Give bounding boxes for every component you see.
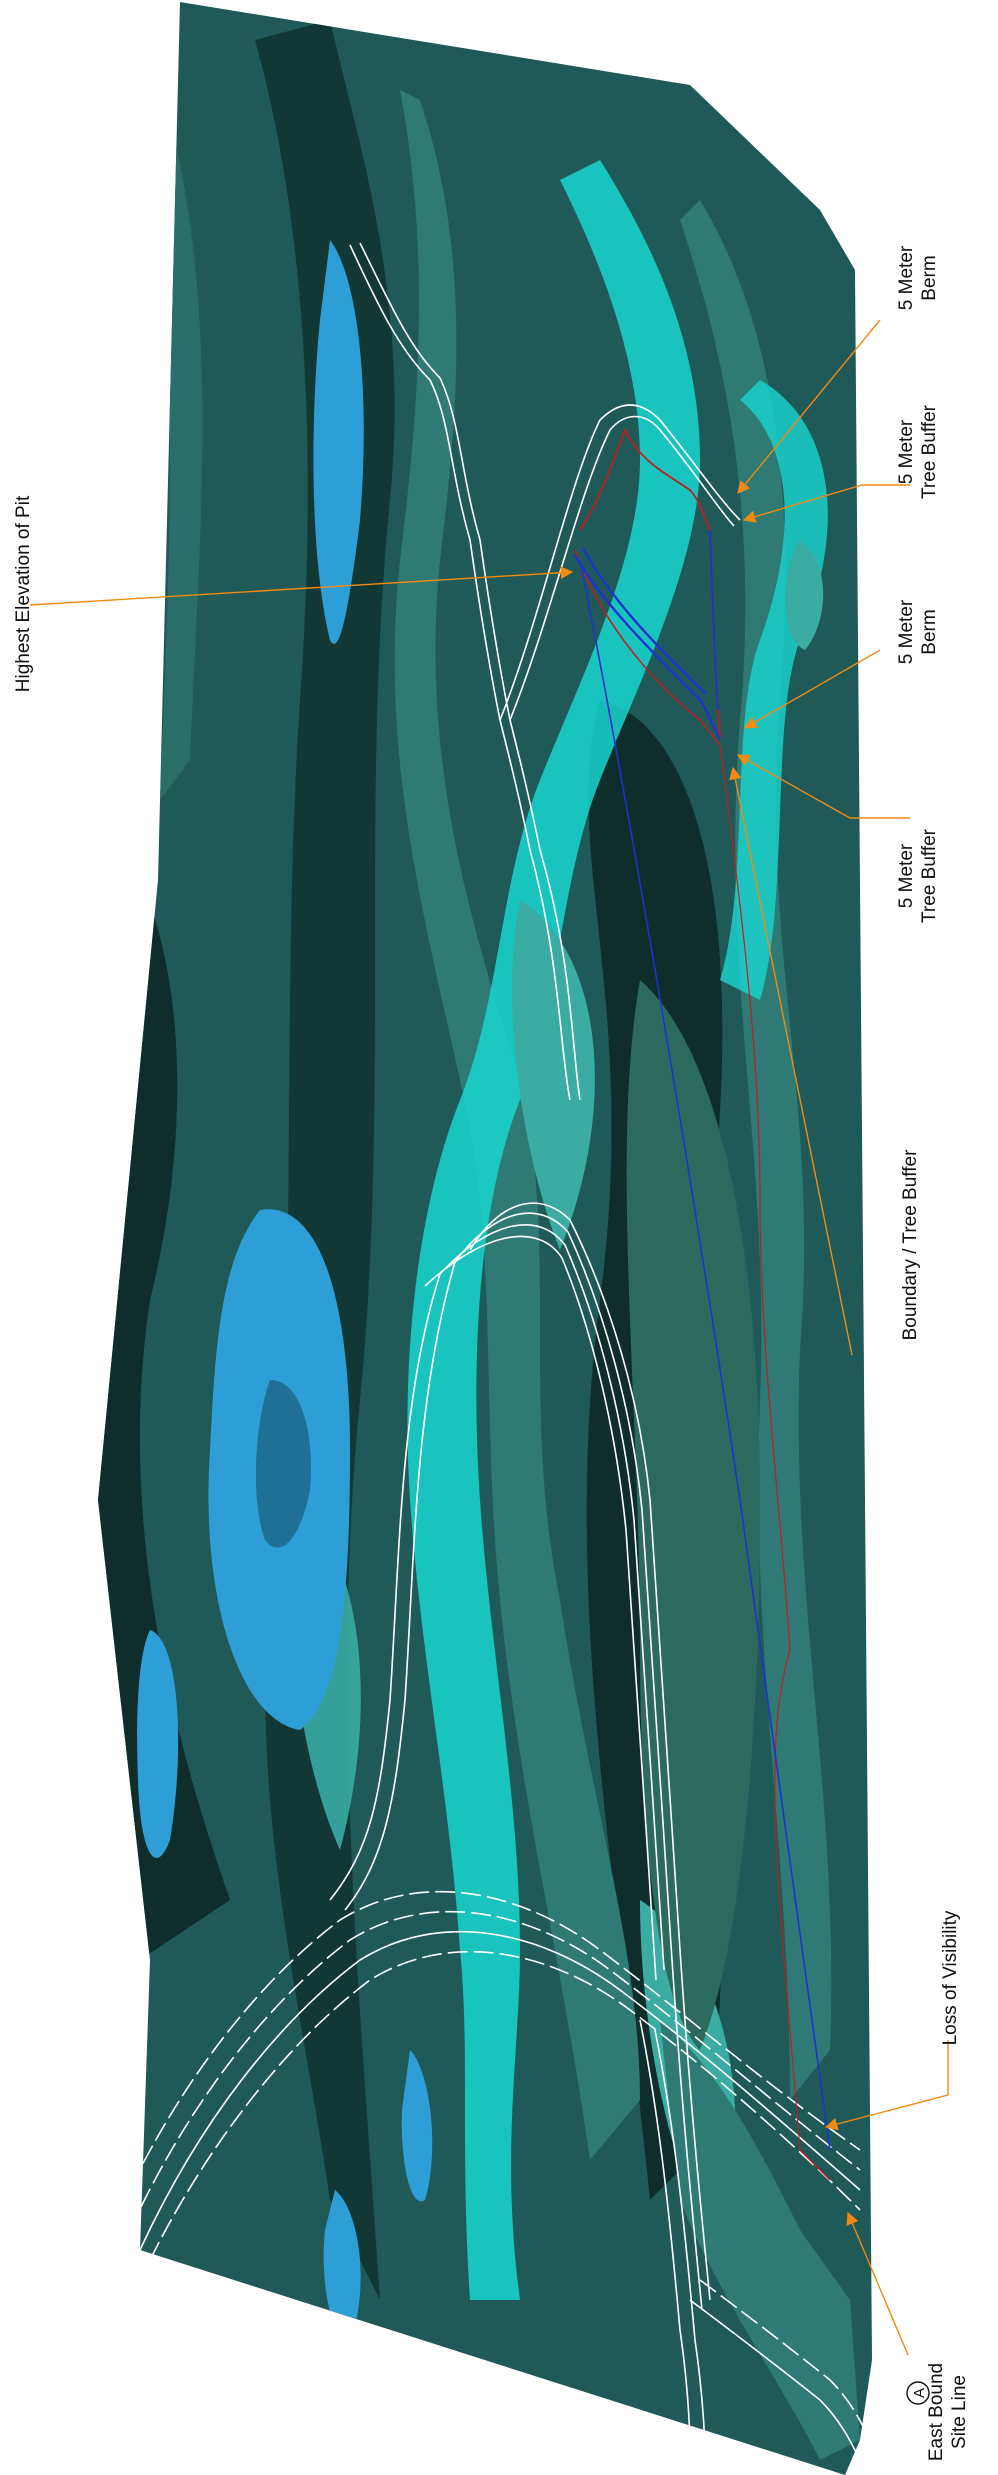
- label-berm-top: 5 Meter Berm: [896, 245, 940, 310]
- label-highest-elevation: Highest Elevation of Pit: [13, 495, 34, 692]
- label-tree-buffer-mid: 5 Meter Tree Buffer: [896, 828, 940, 923]
- label-boundary-tree-buffer: Boundary / Tree Buffer: [900, 1149, 921, 1340]
- label-tree-buffer-mid-line1: 5 Meter: [896, 843, 917, 908]
- label-tree-buffer-mid-line2: Tree Buffer: [919, 828, 940, 923]
- label-loss-of-visibility: Loss of Visibility: [940, 1910, 961, 2045]
- label-berm-top-line2: Berm: [919, 255, 940, 300]
- label-east-bound-line2: Site Line: [949, 2375, 970, 2449]
- label-tree-buffer-top-line1: 5 Meter: [896, 419, 917, 484]
- label-berm-mid-line2: Berm: [919, 609, 940, 654]
- terrain-surface: [98, 2, 872, 2475]
- label-berm-mid-line1: 5 Meter: [896, 599, 917, 664]
- label-berm-top-line1: 5 Meter: [896, 245, 917, 310]
- label-east-bound: East Bound Site Line: [926, 2363, 970, 2461]
- label-tree-buffer-top-line2: Tree Buffer: [919, 404, 940, 499]
- label-tree-buffer-top: 5 Meter Tree Buffer: [896, 404, 940, 499]
- label-berm-mid: 5 Meter Berm: [896, 599, 940, 664]
- label-east-bound-line1: East Bound: [926, 2363, 947, 2461]
